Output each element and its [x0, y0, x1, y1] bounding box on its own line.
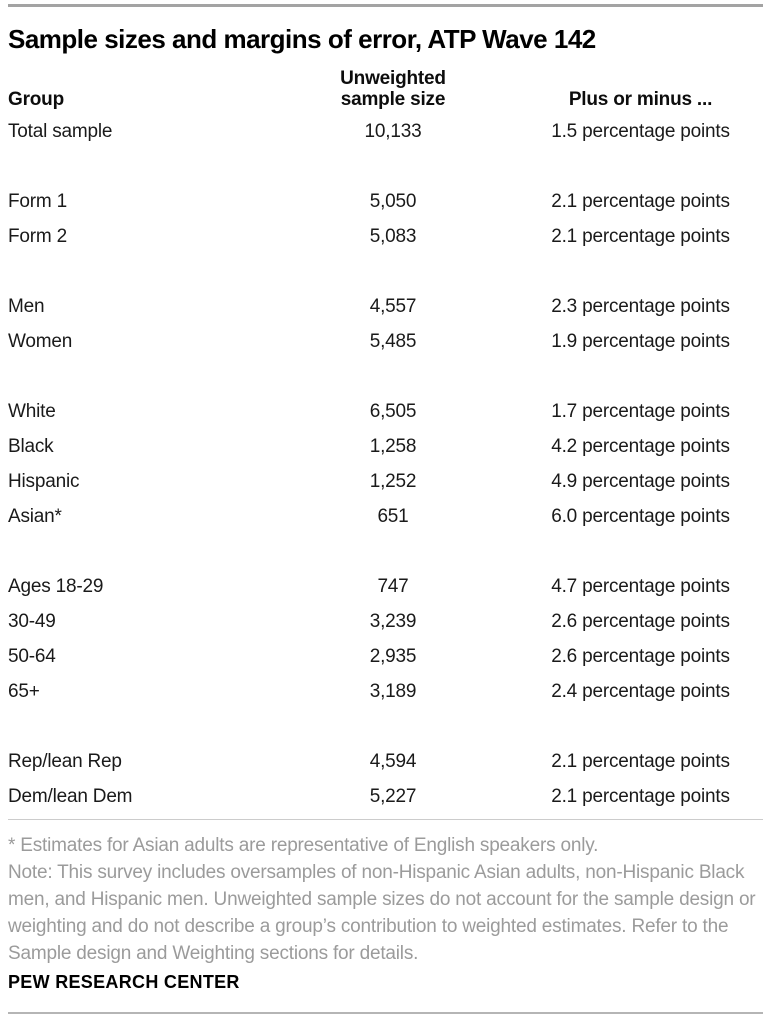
- sample-size-cell: 2,935: [369, 646, 417, 667]
- table-body: Total sample 10,133 1.5 percentage point…: [8, 114, 763, 814]
- group-cell: Women: [8, 331, 73, 352]
- column-header-sample-size-line1: Unweighted: [340, 68, 446, 89]
- table-row-ages-50-64: 50-64 2,935 2.6 percentage points: [8, 639, 763, 674]
- group-spacer: [8, 534, 763, 569]
- margin-cell: 2.1 percentage points: [551, 786, 730, 807]
- group-spacer: [8, 149, 763, 184]
- margin-cell: 4.7 percentage points: [551, 576, 730, 597]
- table-row-rep-lean-rep: Rep/lean Rep 4,594 2.1 percentage points: [8, 744, 763, 779]
- group-spacer: [8, 254, 763, 289]
- margin-cell: 2.1 percentage points: [551, 226, 730, 247]
- column-header-sample-size: Unweighted sample size: [323, 68, 463, 110]
- margin-cell: 6.0 percentage points: [551, 506, 730, 527]
- group-cell: Black: [8, 436, 54, 457]
- sample-size-cell: 651: [377, 506, 409, 527]
- table-row-total-sample: Total sample 10,133 1.5 percentage point…: [8, 114, 763, 149]
- margin-cell: 2.3 percentage points: [551, 296, 730, 317]
- margin-cell: 1.7 percentage points: [551, 401, 730, 422]
- group-cell: Asian*: [8, 506, 62, 527]
- notes-block: * Estimates for Asian adults are represe…: [8, 832, 763, 967]
- margin-cell: 2.6 percentage points: [551, 646, 730, 667]
- margin-cell: 2.4 percentage points: [551, 681, 730, 702]
- table-row-black: Black 1,258 4.2 percentage points: [8, 429, 763, 464]
- sample-size-cell: 5,227: [369, 786, 417, 807]
- margin-cell: 2.6 percentage points: [551, 611, 730, 632]
- sample-size-cell: 1,258: [369, 436, 417, 457]
- note-line: men, and Hispanic men. Unweighted sample…: [8, 889, 756, 910]
- margin-cell: 2.1 percentage points: [551, 751, 730, 772]
- margin-cell: 2.1 percentage points: [551, 191, 730, 212]
- group-cell: Form 2: [8, 226, 67, 247]
- page: Sample sizes and margins of error, ATP W…: [0, 4, 771, 1014]
- asterisk-note: * Estimates for Asian adults are represe…: [8, 835, 599, 856]
- group-cell: 30-49: [8, 611, 56, 632]
- sample-size-cell: 1,252: [369, 471, 417, 492]
- sample-size-cell: 6,505: [369, 401, 417, 422]
- group-cell: Men: [8, 296, 45, 317]
- note-line: weighting and do not describe a group’s …: [8, 916, 729, 937]
- top-rule: [8, 4, 763, 7]
- group-cell: 50-64: [8, 646, 56, 667]
- pew-research-center-brand: PEW RESEARCH CENTER: [8, 972, 240, 992]
- sample-size-cell: 4,594: [369, 751, 417, 772]
- margin-cell: 1.5 percentage points: [551, 121, 730, 142]
- group-cell: 65+: [8, 681, 40, 702]
- margin-cell: 4.2 percentage points: [551, 436, 730, 457]
- table-row-form-1: Form 1 5,050 2.1 percentage points: [8, 184, 763, 219]
- table-row-asian: Asian* 651 6.0 percentage points: [8, 499, 763, 534]
- group-cell: Ages 18-29: [8, 576, 104, 597]
- group-cell: Hispanic: [8, 471, 80, 492]
- table-row-dem-lean-dem: Dem/lean Dem 5,227 2.1 percentage points: [8, 779, 763, 814]
- table-footer-divider: [8, 819, 763, 820]
- note-line: Sample design and Weighting sections for…: [8, 943, 419, 964]
- table-header-row: Group Unweighted sample size Plus or min…: [8, 68, 763, 110]
- sample-size-cell: 5,485: [369, 331, 417, 352]
- table-row-form-2: Form 2 5,083 2.1 percentage points: [8, 219, 763, 254]
- group-cell: Dem/lean Dem: [8, 786, 133, 807]
- table-row-women: Women 5,485 1.9 percentage points: [8, 324, 763, 359]
- group-cell: Form 1: [8, 191, 67, 212]
- table-row-white: White 6,505 1.7 percentage points: [8, 394, 763, 429]
- table-row-ages-18-29: Ages 18-29 747 4.7 percentage points: [8, 569, 763, 604]
- table-row-hispanic: Hispanic 1,252 4.9 percentage points: [8, 464, 763, 499]
- page-title: Sample sizes and margins of error, ATP W…: [8, 24, 596, 54]
- sample-size-cell: 5,050: [369, 191, 417, 212]
- margin-cell: 1.9 percentage points: [551, 331, 730, 352]
- bottom-rule: [8, 1012, 763, 1014]
- sample-size-cell: 747: [377, 576, 409, 597]
- sample-size-cell: 3,239: [369, 611, 417, 632]
- sample-size-cell: 10,133: [364, 121, 422, 142]
- column-header-margin: Plus or minus ...: [568, 89, 713, 110]
- group-cell: Total sample: [8, 121, 113, 142]
- group-cell: Rep/lean Rep: [8, 751, 122, 772]
- group-spacer: [8, 359, 763, 394]
- table-row-ages-65-plus: 65+ 3,189 2.4 percentage points: [8, 674, 763, 709]
- table-row-ages-30-49: 30-49 3,239 2.6 percentage points: [8, 604, 763, 639]
- column-header-sample-size-line2: sample size: [340, 89, 446, 110]
- group-spacer: [8, 709, 763, 744]
- sample-size-cell: 5,083: [369, 226, 417, 247]
- note-line: Note: This survey includes oversamples o…: [8, 862, 745, 883]
- sample-size-cell: 3,189: [369, 681, 417, 702]
- group-cell: White: [8, 401, 56, 422]
- margin-cell: 4.9 percentage points: [551, 471, 730, 492]
- column-header-group: Group: [8, 89, 64, 110]
- sample-size-cell: 4,557: [369, 296, 417, 317]
- table-row-men: Men 4,557 2.3 percentage points: [8, 289, 763, 324]
